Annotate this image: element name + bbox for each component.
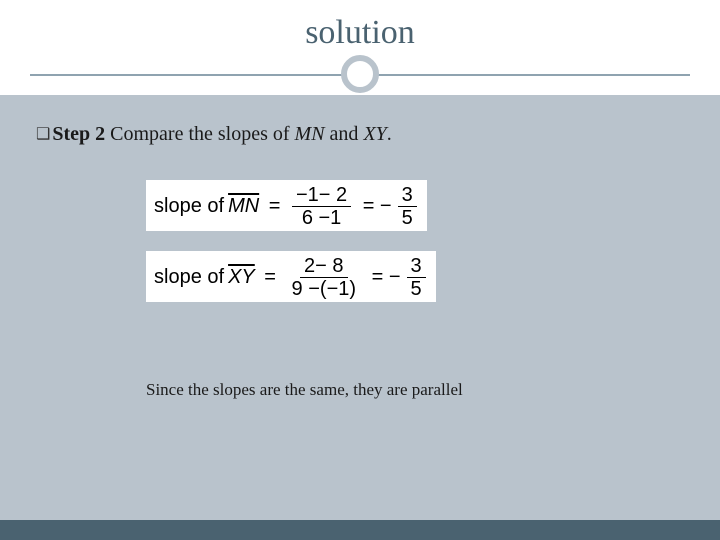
eq2-seg: XY: [228, 266, 255, 289]
equals-icon: =: [259, 266, 282, 289]
eq1-result: 3 5: [398, 184, 417, 229]
slide-header: solution: [0, 0, 720, 95]
eq1-prefix: slope of: [154, 195, 224, 218]
eq2-num: 2− 8: [300, 255, 347, 278]
slide-title: solution: [0, 0, 720, 52]
bullet-icon: ❑: [36, 126, 50, 143]
slide: solution ❑Step 2 Compare the slopes of M…: [0, 0, 720, 540]
equals-icon: = −: [366, 266, 400, 289]
equation-2-row: slope of XY = 2− 8 9 −(−1) = − 3 5: [154, 255, 428, 300]
eq1-seg: MN: [228, 195, 259, 218]
slide-content: ❑Step 2 Compare the slopes of MN and XY.…: [0, 95, 720, 400]
eq1-rnum: 3: [398, 184, 417, 207]
conclusion-text: Since the slopes are the same, they are …: [146, 380, 684, 400]
step-text: Compare the slopes of: [105, 123, 294, 145]
divider-circle-icon: [341, 55, 379, 93]
equation-1: slope of MN = −1− 2 6 −1 = − 3 5: [146, 180, 427, 231]
step-label: Step 2: [52, 123, 105, 145]
eq2-den: 9 −(−1): [288, 278, 360, 300]
eq1-frac: −1− 2 6 −1: [292, 184, 351, 229]
seg-xy: XY: [363, 123, 386, 145]
equals-icon: = −: [357, 195, 391, 218]
step-mid: and: [325, 123, 364, 145]
equals-icon: =: [263, 195, 286, 218]
eq2-result: 3 5: [407, 255, 426, 300]
eq2-rnum: 3: [407, 255, 426, 278]
eq2-frac: 2− 8 9 −(−1): [288, 255, 360, 300]
eq2-rden: 5: [407, 278, 426, 300]
equation-2: slope of XY = 2− 8 9 −(−1) = − 3 5: [146, 251, 436, 302]
step-line: ❑Step 2 Compare the slopes of MN and XY.: [36, 123, 684, 146]
eq2-prefix: slope of: [154, 266, 224, 289]
eq1-rden: 5: [398, 207, 417, 229]
footer-bar: [0, 520, 720, 540]
equation-1-row: slope of MN = −1− 2 6 −1 = − 3 5: [154, 184, 419, 229]
seg-mn: MN: [295, 123, 325, 145]
eq1-den: 6 −1: [298, 207, 345, 229]
step-end: .: [387, 123, 392, 145]
eq1-num: −1− 2: [292, 184, 351, 207]
